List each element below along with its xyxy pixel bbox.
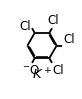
Text: $^{-}$O: $^{-}$O	[22, 64, 40, 77]
Text: Cl: Cl	[64, 33, 75, 46]
Text: Cl: Cl	[53, 64, 64, 77]
Text: Cl: Cl	[47, 14, 59, 27]
Text: $K^+$: $K^+$	[32, 68, 52, 83]
Text: Cl: Cl	[20, 20, 31, 33]
